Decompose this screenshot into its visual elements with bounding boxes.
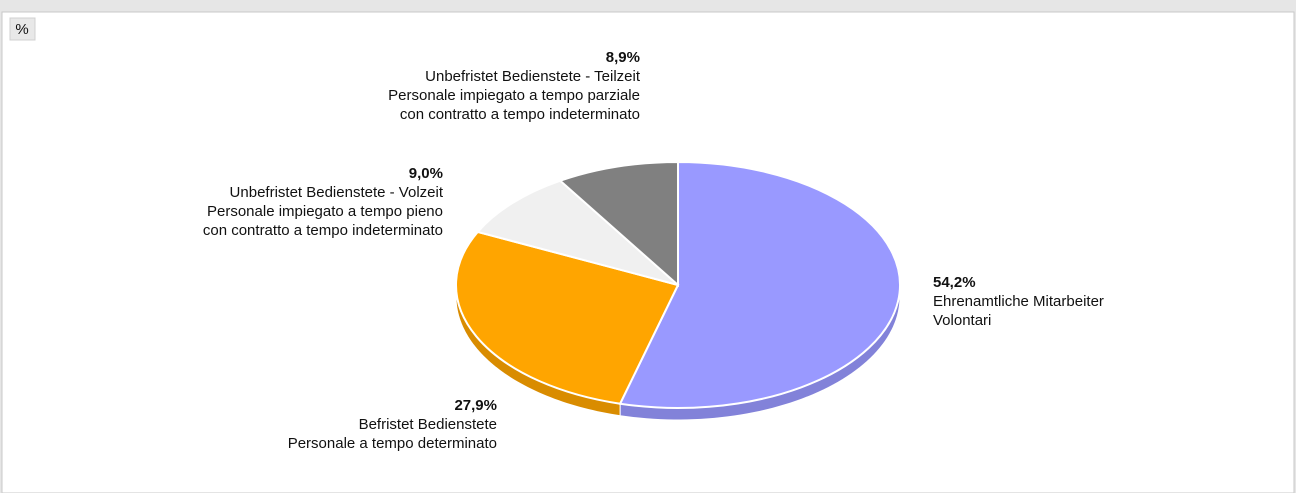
- slice-label: Personale a tempo determinato: [288, 435, 497, 452]
- slice-label: con contratto a tempo indeterminato: [203, 222, 443, 239]
- slice-label: Personale impiegato a tempo parziale: [388, 87, 640, 104]
- unit-box: [9, 17, 36, 41]
- slice-label: Ehrenamtliche Mitarbeiter: [933, 293, 1104, 310]
- slice-label: Unbefristet Bedienstete - Volzeit: [230, 184, 444, 201]
- chart-title: %: [15, 21, 28, 38]
- slice-label: Personale impiegato a tempo pieno: [207, 203, 443, 220]
- value-label: 8,9%: [606, 49, 640, 66]
- slice-label: Volontari: [933, 312, 991, 329]
- slice: [455, 230, 680, 405]
- slice-label: Befristet Bedienstete: [359, 416, 497, 433]
- value-label: 54,2%: [933, 274, 976, 291]
- slice: [558, 160, 679, 288]
- value-label: 27,9%: [454, 397, 497, 414]
- slice-label: con contratto a tempo indeterminato: [400, 106, 640, 123]
- slice: [618, 160, 901, 409]
- slice-label: Unbefristet Bedienstete - Teilzeit: [425, 68, 641, 85]
- value-label: 9,0%: [409, 165, 443, 182]
- slice: [475, 179, 679, 286]
